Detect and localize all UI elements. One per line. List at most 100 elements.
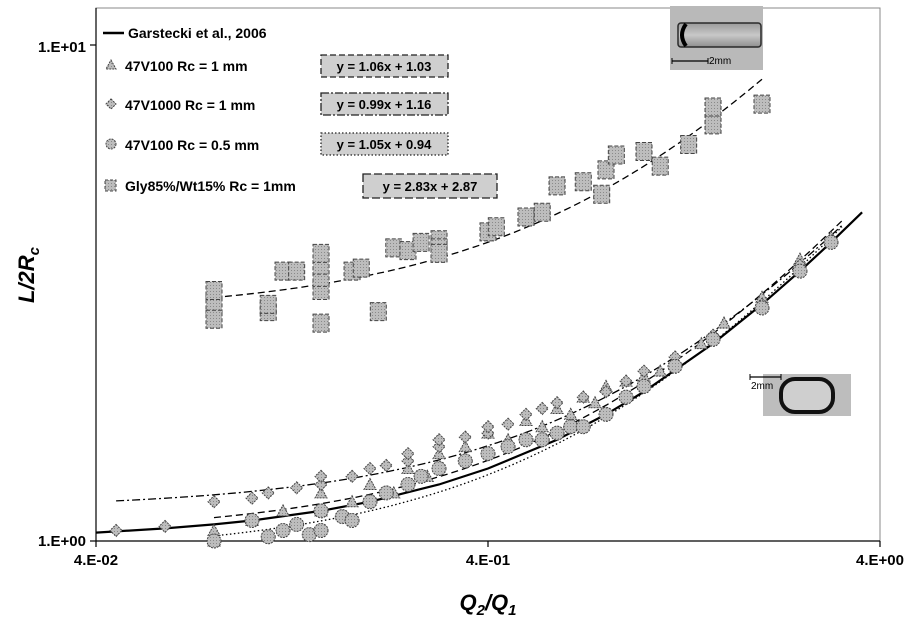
legend-label-47v1000-1mm: 47V1000 Rc = 1 mm	[125, 97, 255, 113]
point-square-33	[704, 115, 722, 135]
point-square-1	[205, 280, 223, 300]
point-circle-15	[457, 453, 473, 469]
point-circle-10	[362, 494, 378, 510]
point-circle-24	[618, 389, 634, 405]
point-triangle-18	[563, 407, 578, 420]
point-square-20	[430, 243, 448, 263]
point-triangle-9	[401, 461, 415, 475]
point-circle-30	[823, 234, 839, 250]
point-square-4	[259, 294, 277, 314]
legend: Garstecki et al., 2006 47V100 Rc = 1 mm …	[103, 25, 498, 199]
point-circle-21	[563, 419, 579, 435]
point-square-2	[205, 309, 223, 329]
inset-scale-label-2: 2mm	[751, 381, 773, 392]
point-diamond-13	[432, 439, 446, 454]
legend-label-47v100-1mm: 47V100 Rc = 1 mm	[125, 58, 248, 74]
x-tick-label-1: 4.E-01	[466, 552, 510, 569]
point-square-17	[412, 232, 430, 252]
point-circle-18	[518, 432, 534, 448]
equation-box-gly85	[362, 173, 498, 199]
point-triangle-3	[276, 503, 290, 517]
point-diamond-0	[109, 523, 123, 538]
point-diamond-1	[158, 519, 172, 534]
inset-scale-label: 2mm	[709, 56, 731, 67]
point-triangle-12	[458, 439, 473, 453]
y-tick-label-1: 1.E+01	[38, 39, 86, 56]
point-diamond-25	[637, 364, 651, 378]
point-circle-17	[500, 439, 516, 455]
point-triangle-7	[363, 477, 377, 490]
point-circle-27	[705, 331, 721, 347]
equation-47v100-1mm: y = 1.06x + 1.03	[337, 59, 432, 74]
x-tick-label-0: 4.E-02	[74, 552, 118, 569]
point-square-13	[352, 258, 370, 278]
point-square-11	[312, 313, 330, 333]
point-circle-29	[792, 263, 808, 279]
point-square-30	[635, 141, 653, 161]
point-square-22	[487, 217, 505, 237]
point-diamond-6	[314, 477, 328, 492]
legend-marker-square	[104, 179, 117, 192]
point-circle-3	[275, 522, 291, 538]
point-circle-23	[598, 406, 614, 422]
point-diamond-15	[458, 430, 472, 444]
point-circle-20	[549, 425, 565, 441]
series-line-garstecki	[95, 211, 863, 534]
point-diamond-22	[576, 390, 590, 404]
point-square-27	[593, 184, 611, 204]
legend-label-gly85: Gly85%/Wt15% Rc = 1mm	[125, 178, 296, 194]
point-square-25	[548, 176, 566, 196]
equation-47v1000-1mm: y = 0.99x + 1.16	[337, 97, 432, 112]
point-square-10	[312, 243, 330, 263]
point-diamond-5	[289, 481, 304, 495]
inset-elongated-plug: 2mm	[670, 6, 763, 70]
point-square-26	[574, 172, 592, 192]
point-triangle-6	[345, 494, 359, 508]
x-tick-label-2: 4.E+00	[856, 552, 904, 569]
point-circle-6	[313, 522, 329, 538]
equation-47v100-05mm: y = 1.05x + 0.94	[337, 137, 432, 152]
point-diamond-21	[550, 396, 564, 410]
point-diamond-23	[599, 384, 613, 399]
point-triangle-16	[535, 419, 550, 433]
equation-gly85: y = 2.83x + 2.87	[383, 179, 478, 194]
legend-label-47v100-05mm: 47V100 Rc = 0.5 mm	[125, 137, 259, 153]
point-circle-19	[534, 432, 550, 448]
fit-line-3	[213, 226, 843, 537]
point-diamond-11	[401, 454, 415, 468]
point-diamond-18	[501, 417, 515, 431]
point-square-29	[607, 145, 625, 165]
point-diamond-2	[207, 495, 221, 509]
point-square-23	[517, 207, 535, 227]
legend-marker-circle	[105, 138, 117, 150]
point-square-24	[533, 202, 551, 222]
point-diamond-3	[245, 491, 259, 505]
point-square-35	[753, 94, 771, 114]
point-square-5	[274, 261, 292, 281]
point-triangle-20	[588, 395, 602, 409]
y-axis-title: L/2Rc	[14, 246, 43, 303]
point-diamond-12	[401, 446, 415, 461]
point-square-31	[651, 156, 669, 176]
point-square-6	[288, 261, 306, 281]
point-circle-25	[636, 378, 652, 394]
point-diamond-10	[379, 458, 393, 473]
inset-short-plug: 2mm	[749, 374, 851, 416]
point-circle-28	[754, 300, 770, 316]
legend-label-garstecki: Garstecki et al., 2006	[128, 25, 267, 41]
point-circle-12	[400, 476, 416, 492]
point-circle-7	[313, 503, 329, 519]
point-triangle-26	[694, 336, 709, 350]
point-square-32	[680, 135, 698, 155]
equation-box-47v1000-1mm	[320, 92, 449, 116]
point-triangle-24	[653, 364, 668, 377]
point-square-34	[704, 97, 722, 117]
point-diamond-14	[432, 433, 446, 447]
point-diamond-8	[345, 469, 359, 484]
point-circle-13	[413, 468, 429, 484]
point-diamond-24	[619, 374, 633, 388]
point-circle-14	[431, 461, 447, 477]
equation-box-47v100-1mm	[320, 54, 449, 78]
legend-marker-triangle	[105, 58, 117, 70]
